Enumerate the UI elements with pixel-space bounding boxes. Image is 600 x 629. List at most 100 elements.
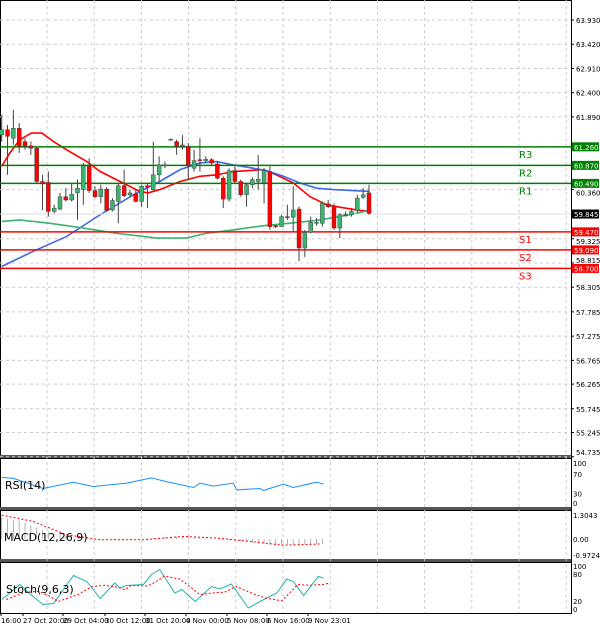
price-label: 60.360 xyxy=(576,189,600,197)
level-tag-text-R3: 61.260 xyxy=(574,144,599,152)
candle-down xyxy=(209,159,214,164)
ma_fast-line xyxy=(1,132,372,213)
time-label: 4 Nov 00:00 xyxy=(186,617,229,625)
level-label-S3: S3 xyxy=(519,271,532,282)
candle-down xyxy=(63,196,69,201)
rsi-level-label: 70 xyxy=(573,471,582,479)
price-label: 59.325 xyxy=(576,238,600,246)
price-label: 57.785 xyxy=(576,309,600,317)
candle-down xyxy=(145,185,150,188)
level-label-R1: R1 xyxy=(519,186,532,197)
macd-signal-line xyxy=(1,514,321,546)
indicator-panels xyxy=(1,476,329,609)
time-label: 31 Oct 20:00 xyxy=(145,617,191,625)
level-tag-R3 xyxy=(572,142,599,152)
level-tag-S2 xyxy=(572,245,599,255)
candle-up xyxy=(360,194,366,198)
candle-down xyxy=(366,192,372,214)
macd-label: MACD(12,26,9) xyxy=(4,531,88,544)
candle-down xyxy=(22,141,28,147)
price-label: 61.890 xyxy=(576,114,600,122)
candle-up xyxy=(308,222,313,233)
panel-frame xyxy=(0,458,572,509)
pivot-levels: R3 R2 R1 S1 S2 S3 xyxy=(0,146,571,282)
candle-down xyxy=(296,208,302,249)
candle-up xyxy=(81,165,86,190)
level-label-S1: S1 xyxy=(519,235,532,246)
candle-up xyxy=(302,232,308,249)
time-label: 9 Nov 23:01 xyxy=(308,617,351,625)
candle-up xyxy=(320,203,325,224)
level-tag-R1 xyxy=(572,178,599,188)
candle-down xyxy=(121,185,127,196)
price-label: 62.910 xyxy=(576,65,600,73)
level-tag-text-S2: 59.090 xyxy=(574,247,599,255)
stoch-level-label: 20 xyxy=(573,598,582,606)
level-tag-text-S1: 59.470 xyxy=(574,229,599,237)
candle-up xyxy=(75,187,80,194)
candle-up xyxy=(226,170,232,200)
time-label: 16:00 xyxy=(1,617,21,625)
candle-down xyxy=(197,159,203,161)
time-label: 5 Nov 08:00 xyxy=(227,617,270,625)
candle-up xyxy=(291,209,296,218)
ma_mid-line xyxy=(1,160,370,268)
candle-up xyxy=(116,185,121,202)
stoch-level-label: 80 xyxy=(573,571,582,579)
candle-up xyxy=(162,164,168,167)
candle-up xyxy=(337,214,343,229)
candle-down xyxy=(28,145,34,149)
rsi-level-label: 30 xyxy=(573,490,582,498)
candle-down xyxy=(221,177,226,200)
panel-divider xyxy=(0,559,571,562)
price-axis[interactable]: 63.930 63.420 62.910 62.400 61.890 60.360 59.3… xyxy=(571,0,600,614)
price-label: 54.735 xyxy=(576,449,600,457)
stoch-level-label: 100 xyxy=(573,563,586,571)
level-tag-text-R1: 60.490 xyxy=(574,180,599,188)
rsi-line xyxy=(1,476,324,491)
price-label: 55.745 xyxy=(576,406,600,414)
level-tag-R2 xyxy=(572,160,599,170)
candle-down xyxy=(331,205,337,229)
level-label-S2: S2 xyxy=(519,253,532,264)
stoch-signal-line xyxy=(6,575,329,603)
level-tag-S1 xyxy=(572,227,599,237)
candle-down xyxy=(267,171,273,227)
candle-down xyxy=(133,193,138,202)
time-label: 27 Oct 20:00 xyxy=(23,617,69,625)
candle-up xyxy=(127,192,133,195)
candle-up xyxy=(110,200,115,211)
time-label: 6 Nov 16:00 xyxy=(267,617,310,625)
panel-divider xyxy=(0,507,571,510)
candle-up xyxy=(279,216,284,227)
candle-up xyxy=(69,194,74,201)
candle-up xyxy=(191,160,197,169)
level-tag-text-S3: 58.700 xyxy=(574,265,599,273)
candle-down xyxy=(46,182,51,212)
candle-up xyxy=(57,196,63,210)
price-label: 62.400 xyxy=(576,90,600,98)
candle-down xyxy=(238,181,243,196)
price-label: 56.265 xyxy=(576,381,600,389)
candle-down xyxy=(215,163,220,179)
candle-down xyxy=(174,141,179,147)
level-label-R3: R3 xyxy=(519,150,532,161)
current-price-text: 59.845 xyxy=(574,211,599,219)
candle-up xyxy=(256,178,261,182)
candle-down xyxy=(232,170,238,182)
candle-up xyxy=(151,174,156,190)
candle-down xyxy=(92,190,98,197)
macd-level-label: 1.3043 xyxy=(573,512,598,520)
level-label-R2: R2 xyxy=(519,168,532,179)
candle-up xyxy=(244,184,249,195)
price-label: 63.930 xyxy=(576,17,600,25)
candle-up xyxy=(51,207,57,212)
grid xyxy=(0,0,572,614)
price-label: 55.245 xyxy=(576,430,600,438)
candle-down xyxy=(34,148,39,182)
candle-up xyxy=(180,144,185,147)
price-label: 58.815 xyxy=(576,257,600,265)
candle-up xyxy=(156,164,162,176)
